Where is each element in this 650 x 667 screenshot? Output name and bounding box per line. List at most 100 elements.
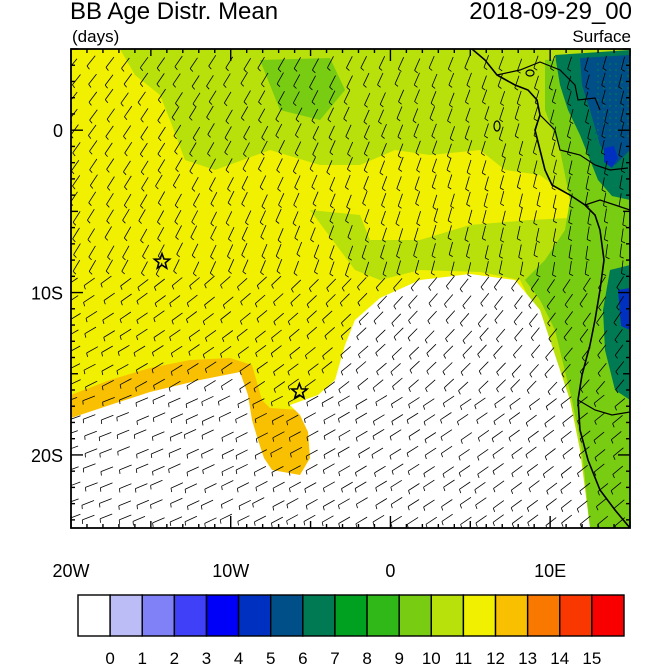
wind-barb-flag [210,203,215,207]
wind-barb-flag [118,519,121,524]
wind-barb [528,294,537,306]
wind-barb [585,109,590,123]
wind-barb-flag [536,240,540,243]
colorbar-label: 13 [518,649,537,667]
wind-barb-flag [170,418,172,424]
wind-barb [378,56,386,69]
wind-barb [552,194,557,208]
wind-barb-flag [440,436,443,441]
wind-barb [204,275,215,285]
wind-barb [117,344,130,353]
colorbar-label: 2 [170,649,179,667]
wind-barb [604,226,607,240]
wind-barb [221,480,234,487]
wind-barb-flag [307,371,310,376]
wind-barb-flag [552,101,556,105]
wind-barb [309,75,316,88]
wind-barb [416,157,422,171]
wind-barb-flag [347,168,351,172]
wind-barb-flag [310,220,314,224]
wind-barb-flag [395,223,400,227]
wind-barb-flag [372,435,375,441]
wind-barb [496,362,506,373]
wind-barb [492,463,504,472]
wind-barb [271,516,284,524]
wind-barb-flag [221,454,224,460]
wind-barb-flag [390,487,393,492]
lat-tick-label: 10S [31,284,63,304]
wind-barb-flag [141,188,145,192]
wind-barb [382,261,388,275]
colorbar-swatch [109,594,143,637]
wind-barb-flag [278,204,282,208]
wind-barb-flag [485,273,490,277]
wind-barb-flag [256,369,259,374]
wind-barb-flag [184,489,187,494]
wind-barb [347,157,353,170]
wind-barb-flag [305,470,308,475]
wind-barb [237,346,249,355]
wind-barb [414,89,420,102]
colorbar-swatch [334,594,368,637]
wind-barb-flag [72,238,76,243]
wind-barb-flag [527,522,530,527]
wind-barb-flag [364,136,368,141]
wind-barb-flag [375,402,378,407]
wind-barb-flag [379,104,384,108]
wind-barb-flag [450,205,455,209]
wind-barb-flag [364,153,368,157]
wind-barb [191,75,200,87]
wind-barb [432,140,438,153]
wind-barb-flag [210,272,214,277]
map-title: BB Age Distr. Mean [70,0,279,25]
wind-barb-flag [139,83,144,87]
wind-barb-flag [101,386,104,391]
wind-barb [423,414,436,423]
wind-barb-flag [477,323,481,328]
wind-barb [227,177,234,189]
wind-barb [337,446,350,454]
wind-barb [391,414,404,422]
wind-barb-flag [475,522,478,527]
wind-barb [322,515,334,523]
wind-barb-flag [140,171,145,176]
wind-barb [135,483,148,489]
wind-barb [595,380,606,392]
wind-barb [493,345,503,356]
wind-barb-flag [519,153,523,157]
wind-barb [431,123,437,137]
wind-barb-flag [272,506,275,511]
wind-barb-flag [312,203,317,207]
wind-barb [516,225,521,239]
wind-barb-flag [389,455,392,460]
wind-barb-flag [513,354,516,359]
wind-barb [134,429,147,436]
wind-barb [260,140,268,153]
wind-barb [620,108,624,122]
wind-barb [620,90,624,104]
wind-barb-flag [241,117,245,121]
wind-barb [259,175,267,188]
wind-barb-flag [104,153,108,157]
wind-barb [273,363,285,373]
wind-barb [426,343,437,354]
wind-barb [525,414,537,424]
wind-barb [260,224,267,238]
wind-barb-flag [67,336,68,340]
wind-barb [552,228,557,242]
wind-barb-flag [137,287,140,292]
wind-barb [513,344,523,356]
wind-barb-flag [158,202,162,206]
wind-barb-flag [254,521,256,526]
wind-barb [136,463,149,470]
wind-barb-flag [569,205,574,209]
wind-barb-flag [338,523,341,528]
wind-barb [603,192,607,206]
wind-barb-flag [116,434,119,440]
wind-barb [605,244,608,258]
wind-barb [174,193,182,206]
wind-barb-flag [140,205,144,209]
wind-barb-flag [426,353,430,357]
wind-barb [192,92,201,105]
wind-barb [509,412,521,421]
